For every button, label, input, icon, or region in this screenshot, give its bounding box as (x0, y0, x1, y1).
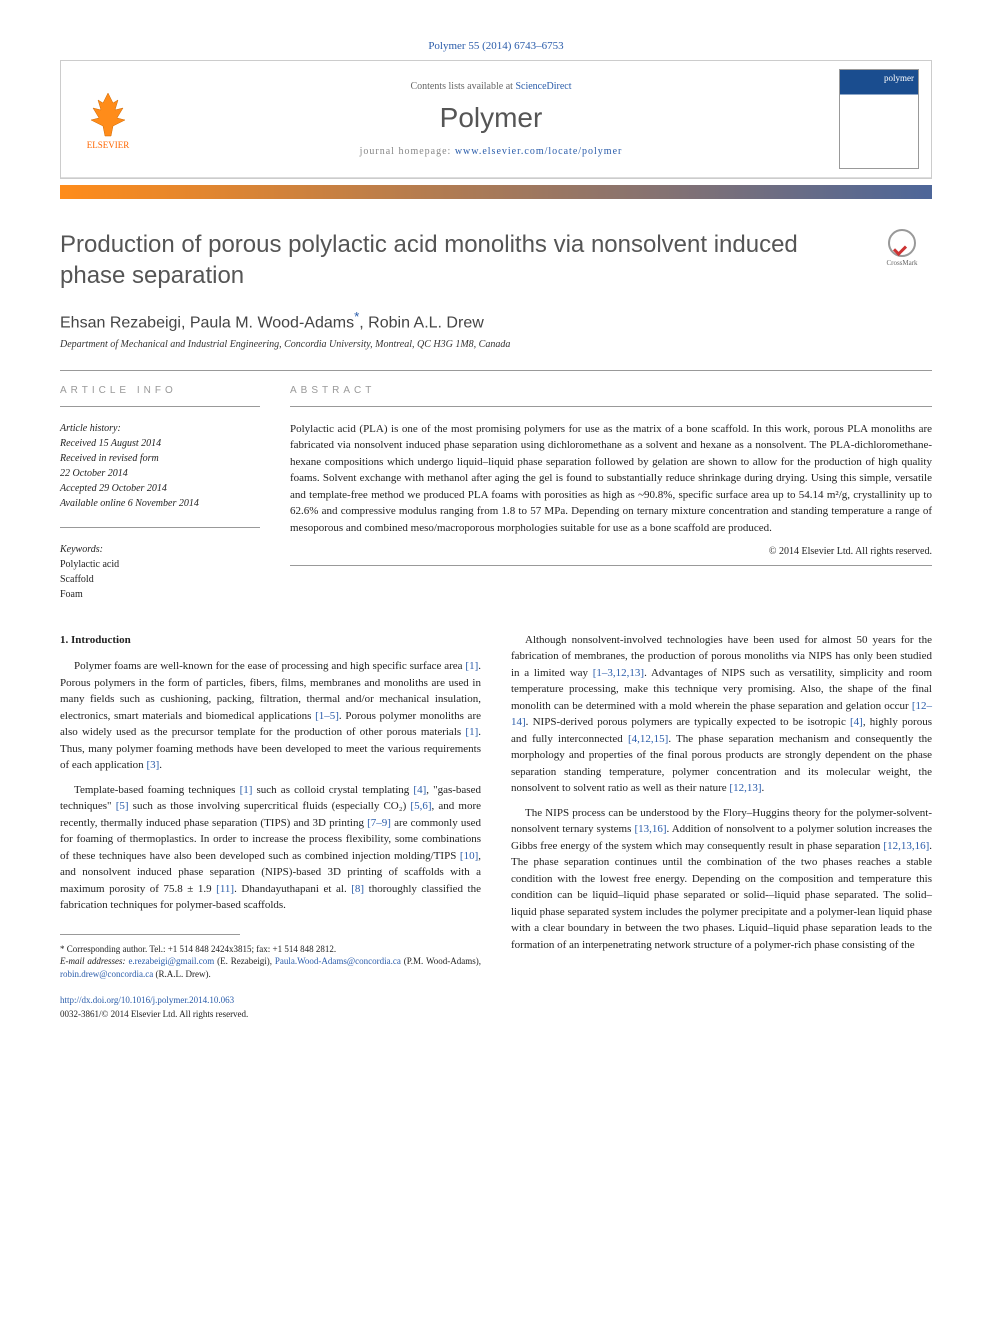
keyword: Foam (60, 587, 260, 602)
authors: Ehsan Rezabeigi, Paula M. Wood-Adams*, R… (60, 309, 932, 332)
crossmark-badge[interactable]: CrossMark (872, 229, 932, 269)
publisher-name: ELSEVIER (87, 140, 130, 150)
right-column: Although nonsolvent-involved technologie… (511, 632, 932, 1022)
crossmark-icon (888, 229, 916, 257)
doi-block: http://dx.doi.org/10.1016/j.polymer.2014… (60, 994, 481, 1021)
keywords-label: Keywords: (60, 542, 260, 557)
abstract-label: ABSTRACT (290, 385, 932, 396)
abstract: ABSTRACT Polylactic acid (PLA) is one of… (290, 385, 932, 602)
gradient-bar (60, 185, 932, 199)
history-line: Available online 6 November 2014 (60, 496, 260, 511)
article-info-label: ARTICLE INFO (60, 385, 260, 396)
cover-label: polymer (884, 73, 914, 83)
divider (60, 370, 932, 371)
contents-prefix: Contents lists available at (410, 81, 515, 92)
article-history: Article history: Received 15 August 2014… (60, 421, 260, 511)
body-paragraph: Template-based foaming techniques [1] su… (60, 782, 481, 914)
abstract-copyright: © 2014 Elsevier Ltd. All rights reserved… (290, 546, 932, 557)
intro-heading: 1. Introduction (60, 632, 481, 649)
history-line: Received 15 August 2014 (60, 436, 260, 451)
article-title: Production of porous polylactic acid mon… (60, 229, 857, 291)
corresponding-author-footnote: * Corresponding author. Tel.: +1 514 848… (60, 943, 481, 981)
homepage-link[interactable]: www.elsevier.com/locate/polymer (455, 146, 623, 157)
article-info: ARTICLE INFO Article history: Received 1… (60, 385, 260, 602)
history-line: Received in revised form (60, 451, 260, 466)
doi-link[interactable]: http://dx.doi.org/10.1016/j.polymer.2014… (60, 995, 234, 1005)
footnote-separator (60, 934, 240, 935)
elsevier-tree-icon (83, 88, 133, 138)
email-link[interactable]: robin.drew@concordia.ca (60, 969, 153, 979)
history-label: Article history: (60, 421, 260, 436)
page: Polymer 55 (2014) 6743–6753 ELSEVIER Con… (0, 0, 992, 1061)
journal-reference: Polymer 55 (2014) 6743–6753 (60, 40, 932, 52)
crossmark-label: CrossMark (886, 259, 917, 267)
journal-homepage: journal homepage: www.elsevier.com/locat… (155, 146, 827, 157)
left-column: 1. Introduction Polymer foams are well-k… (60, 632, 481, 1022)
keyword: Scaffold (60, 572, 260, 587)
body-paragraph: Polymer foams are well-known for the eas… (60, 658, 481, 774)
corr-author-line: * Corresponding author. Tel.: +1 514 848… (60, 943, 481, 956)
history-line: Accepted 29 October 2014 (60, 481, 260, 496)
body-paragraph: Although nonsolvent-involved technologie… (511, 632, 932, 797)
journal-name: Polymer (155, 102, 827, 134)
abstract-text: Polylactic acid (PLA) is one of the most… (290, 421, 932, 537)
history-line: 22 October 2014 (60, 466, 260, 481)
journal-cover-thumbnail: polymer (839, 69, 919, 169)
body-paragraph: The NIPS process can be understood by th… (511, 805, 932, 954)
email-link[interactable]: e.rezabeigi@gmail.com (128, 956, 214, 966)
email-link[interactable]: Paula.Wood-Adams@concordia.ca (275, 956, 401, 966)
sciencedirect-link[interactable]: ScienceDirect (515, 81, 571, 92)
affiliation: Department of Mechanical and Industrial … (60, 339, 932, 350)
homepage-prefix: journal homepage: (360, 146, 455, 157)
issn-copyright: 0032-3861/© 2014 Elsevier Ltd. All right… (60, 1009, 248, 1019)
keyword: Polylactic acid (60, 557, 260, 572)
contents-available: Contents lists available at ScienceDirec… (155, 81, 827, 92)
elsevier-logo: ELSEVIER (73, 84, 143, 154)
keywords: Keywords: Polylactic acidScaffoldFoam (60, 542, 260, 602)
body-columns: 1. Introduction Polymer foams are well-k… (60, 632, 932, 1022)
journal-header: ELSEVIER Contents lists available at Sci… (60, 60, 932, 179)
